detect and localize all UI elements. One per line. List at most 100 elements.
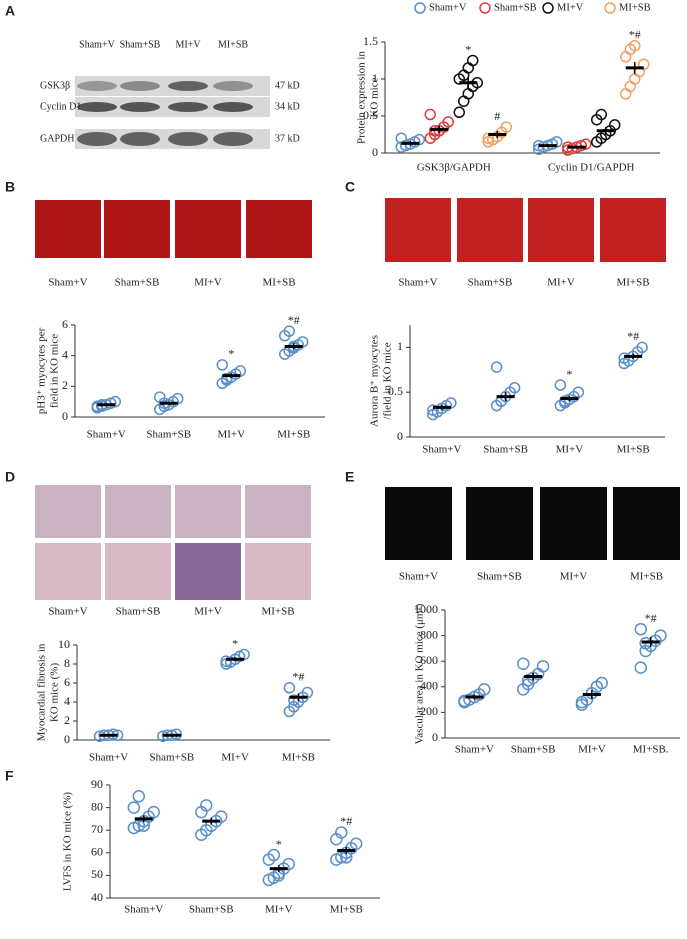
x-tick-label: MI+V [265, 904, 293, 916]
x-tick-label: Sham+SB [511, 744, 556, 756]
y-axis-label: /field in KO mice [382, 342, 394, 419]
significance-label: * [232, 636, 238, 650]
blot-band [77, 132, 117, 146]
image-label: MI+SB [261, 606, 294, 618]
blot-band [168, 81, 208, 91]
data-point [629, 39, 641, 52]
data-point [282, 857, 295, 871]
data-point [221, 372, 233, 385]
lane-label: MI+SB [218, 39, 248, 50]
legend-marker [542, 2, 554, 14]
y-tick-label: 2 [64, 713, 70, 727]
x-tick-label: Sham+V [89, 752, 128, 764]
data-point [478, 683, 491, 696]
y-tick-label: 0 [372, 145, 378, 159]
y-tick-label: 0 [397, 429, 403, 443]
data-point [216, 359, 228, 371]
x-tick-label: MI+V [221, 752, 249, 764]
x-tick-label: MI+SB. [633, 744, 669, 756]
micrograph [246, 200, 312, 258]
blot-band [168, 132, 208, 146]
y-axis-label: Aurora B⁺ myocytes [369, 335, 381, 427]
image-label: Sham+V [398, 277, 437, 289]
significance-label: * [228, 347, 234, 361]
x-tick-label: Sham+V [455, 744, 494, 756]
image-label: MI+SB [630, 571, 663, 583]
data-point [536, 660, 550, 673]
x-tick-label: MI+SB [330, 904, 363, 916]
y-tick-label: 1000 [414, 602, 438, 616]
data-point [458, 95, 470, 107]
image-label: Sham+V [48, 277, 87, 289]
data-point [442, 116, 454, 128]
data-point [467, 54, 479, 67]
data-point [220, 655, 232, 667]
y-tick-label: 8 [64, 656, 70, 670]
legend-label: MI+SB [619, 2, 651, 13]
significance-label: *# [340, 814, 352, 828]
significance-label: *# [645, 611, 657, 625]
data-point [109, 395, 121, 408]
micrograph [385, 198, 451, 262]
y-tick-label: 6 [64, 675, 70, 689]
image-label: Sham+V [48, 606, 87, 618]
data-point [580, 138, 592, 150]
panel-letter: E [345, 469, 354, 485]
data-point [508, 381, 521, 394]
significance-label: * [465, 42, 471, 56]
x-tick-label: Sham+SB [483, 444, 528, 456]
image-label: MI+V [194, 277, 222, 289]
panel-letter: D [5, 469, 15, 485]
data-point [554, 379, 567, 391]
data-point [654, 629, 667, 642]
significance-label: *# [629, 27, 641, 41]
data-point [127, 801, 141, 814]
data-point [427, 404, 439, 416]
y-tick-label: 800 [420, 627, 438, 641]
micrograph [245, 485, 311, 538]
legend-marker [414, 2, 426, 14]
y-tick-label: 50 [91, 867, 103, 881]
x-tick-label: MI+V [217, 429, 245, 441]
micrograph [35, 485, 101, 538]
y-tick-label: 200 [420, 704, 438, 718]
y-tick-label: 400 [420, 679, 438, 693]
data-point [458, 694, 471, 708]
micrograph [35, 543, 101, 600]
data-point [267, 848, 281, 862]
x-tick-label: Sham+V [87, 429, 126, 441]
blot-row-label: Cyclin D1 [40, 101, 81, 112]
blot-band [213, 132, 253, 146]
significance-label: * [566, 367, 572, 381]
significance-label: * [276, 837, 282, 851]
y-tick-label: 60 [91, 845, 103, 859]
y-tick-label: 0 [64, 732, 70, 746]
blot-size-label: 34 kD [275, 101, 300, 112]
image-label: Sham+SB [115, 277, 160, 289]
x-tick-label: Sham+SB [189, 904, 234, 916]
micrograph [175, 200, 241, 258]
data-point [132, 790, 146, 803]
blot-band [213, 81, 253, 91]
y-tick-label: 1 [372, 71, 378, 85]
x-tick-label: MI+V [556, 444, 584, 456]
y-axis-label: KO mice [369, 77, 381, 117]
legend-marker [479, 2, 491, 14]
y-axis-label: Myocardial fibrosis in [36, 643, 48, 741]
data-point [595, 108, 607, 121]
image-label: Sham+SB [116, 606, 161, 618]
blot-row-label: GAPDH [40, 133, 74, 144]
micrograph [613, 487, 680, 560]
y-tick-label: 6 [62, 317, 68, 331]
y-tick-label: 1 [397, 339, 403, 353]
blot-band [213, 102, 253, 112]
legend-label: Sham+V [429, 2, 467, 13]
data-point [620, 88, 632, 100]
y-tick-label: 0.5 [388, 384, 403, 398]
x-tick-label: Cyclin D1/GAPDH [548, 162, 635, 174]
lane-label: MI+V [175, 39, 201, 50]
data-point [200, 799, 213, 812]
legend-label: Sham+SB [494, 2, 537, 13]
data-point [629, 73, 641, 85]
